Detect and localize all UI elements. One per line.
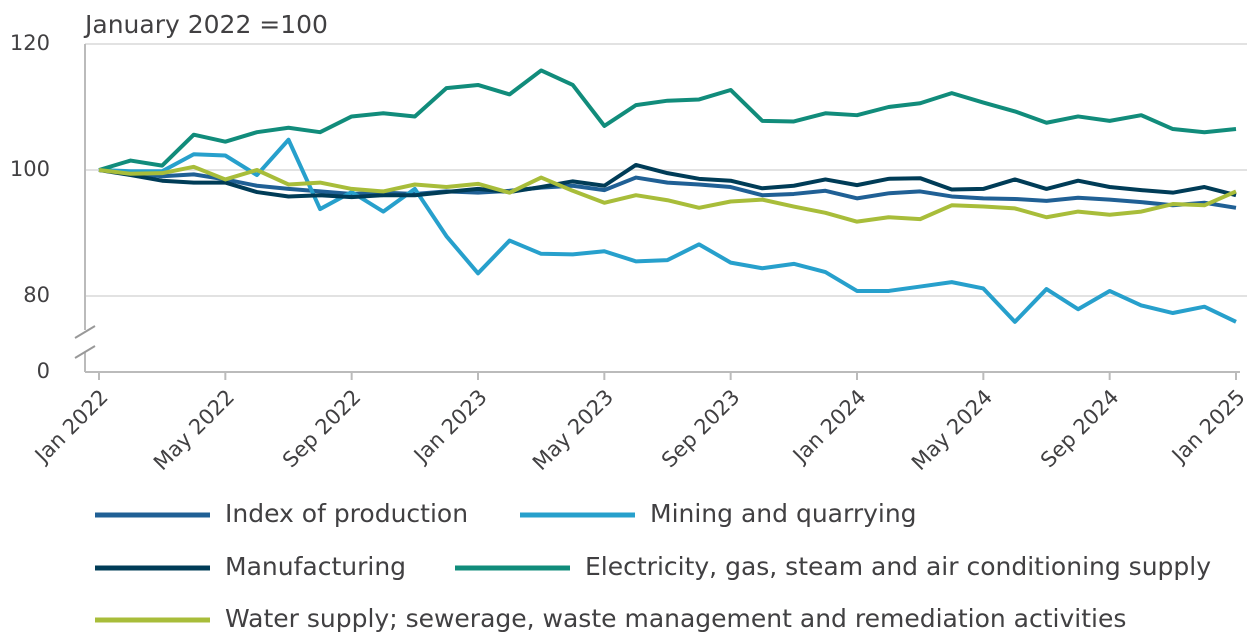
series-line: [98, 68, 1237, 172]
x-tick-label: Jan 2023: [408, 385, 492, 469]
x-tick-label: Sep 2022: [278, 385, 365, 472]
series-line: [98, 164, 1237, 224]
legend-label: Manufacturing: [225, 552, 406, 581]
series-line: [98, 168, 1237, 210]
series-line: [98, 137, 1237, 324]
x-tick-label: Jan 2022: [29, 385, 113, 469]
legend-label: Mining and quarrying: [650, 499, 917, 528]
annotation: January 2022 =100: [83, 10, 328, 39]
y-tick-label: 120: [10, 31, 50, 55]
legend-label: Index of production: [225, 499, 468, 528]
x-tick-label: May 2023: [528, 385, 618, 475]
x-tick-label: Jan 2024: [787, 385, 871, 469]
x-tick-label: Sep 2024: [1036, 385, 1123, 472]
y-tick-label: 100: [10, 157, 50, 181]
series-line: [98, 162, 1237, 200]
x-tick-label: May 2024: [907, 385, 997, 475]
axis-break: [74, 345, 96, 359]
y-tick-label: 0: [37, 359, 50, 383]
x-tick-label: Jan 2025: [1166, 385, 1247, 469]
x-tick-label: Sep 2023: [657, 385, 744, 472]
x-tick-label: May 2022: [149, 385, 239, 475]
y-tick-label: 80: [23, 283, 50, 307]
legend-label: Electricity, gas, steam and air conditio…: [585, 552, 1211, 581]
legend-label: Water supply; sewerage, waste management…: [225, 604, 1126, 633]
axis-break: [74, 325, 96, 339]
